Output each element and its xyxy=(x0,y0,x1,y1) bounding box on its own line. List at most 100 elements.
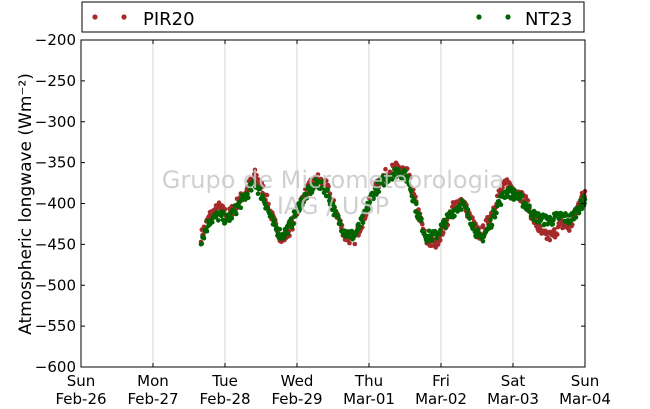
data-point-nt23 xyxy=(367,199,373,205)
data-point-nt23 xyxy=(245,191,250,197)
data-point-nt23 xyxy=(396,167,401,172)
x-tick-label-date: Feb-28 xyxy=(199,390,250,408)
x-tick-label-day: Wed xyxy=(281,372,314,390)
data-point-nt23 xyxy=(528,210,533,215)
data-point-nt23 xyxy=(465,207,471,212)
legend-label-nt23: NT23 xyxy=(525,9,572,30)
data-point-nt23 xyxy=(326,193,331,199)
data-point-nt23 xyxy=(346,234,352,239)
x-tick-label-day: Tue xyxy=(211,372,238,390)
data-point-nt23 xyxy=(494,210,499,216)
data-point-nt23 xyxy=(219,213,224,219)
data-point-pir20 xyxy=(552,227,557,232)
data-point-pir20 xyxy=(315,172,321,177)
data-point-nt23 xyxy=(291,221,296,227)
data-point-nt23 xyxy=(438,227,443,233)
data-point-nt23 xyxy=(204,228,210,234)
data-point-pir20 xyxy=(347,240,352,246)
watermark-line-2: IAG / USP xyxy=(277,192,389,220)
data-point-nt23 xyxy=(337,218,343,223)
data-point-nt23 xyxy=(252,180,257,185)
data-point-nt23 xyxy=(338,222,343,227)
data-point-pir20 xyxy=(557,222,562,227)
legend-marker-nt23 xyxy=(476,14,482,20)
y-axis-label: Atmospheric longwave (Wm⁻²) xyxy=(16,73,36,335)
data-point-pir20 xyxy=(264,192,270,198)
data-point-nt23 xyxy=(270,214,275,220)
data-point-nt23 xyxy=(498,202,504,207)
data-point-pir20 xyxy=(254,172,259,178)
data-point-nt23 xyxy=(349,228,355,234)
data-points xyxy=(198,160,588,250)
x-tick-label-day: Sun xyxy=(571,372,600,390)
data-point-nt23 xyxy=(325,187,331,192)
data-point-nt23 xyxy=(366,206,371,212)
data-point-nt23 xyxy=(293,214,298,219)
x-tick-label-date: Feb-26 xyxy=(55,390,106,408)
data-point-nt23 xyxy=(201,235,207,241)
legend-marker-pir20 xyxy=(92,14,98,20)
y-tick-label: −350 xyxy=(35,154,76,172)
x-tick-label-date: Feb-29 xyxy=(271,390,322,408)
data-point-nt23 xyxy=(360,220,366,226)
y-tick-label: −450 xyxy=(35,235,76,253)
x-tick-label-date: Mar-02 xyxy=(415,390,467,408)
data-point-nt23 xyxy=(378,180,384,185)
y-tick-label: −500 xyxy=(35,276,76,294)
y-tick-label: −400 xyxy=(35,195,76,213)
data-point-nt23 xyxy=(238,205,244,210)
data-point-nt23 xyxy=(426,228,432,234)
data-point-nt23 xyxy=(246,195,251,200)
data-point-nt23 xyxy=(276,231,281,236)
y-tick-label: −550 xyxy=(35,317,76,335)
data-point-pir20 xyxy=(500,185,505,191)
data-point-nt23 xyxy=(452,213,457,219)
legend-entry-pir20: PIR20 xyxy=(92,9,195,30)
data-point-nt23 xyxy=(495,203,500,209)
x-tick-label-day: Sat xyxy=(501,372,526,390)
data-point-pir20 xyxy=(441,230,446,235)
data-point-nt23 xyxy=(258,186,263,191)
data-point-nt23 xyxy=(249,188,254,193)
data-point-nt23 xyxy=(531,217,536,223)
x-tick-label-date: Mar-01 xyxy=(343,390,395,408)
y-tick-label: −250 xyxy=(35,72,76,90)
data-point-nt23 xyxy=(512,187,517,193)
data-point-pir20 xyxy=(480,223,486,228)
data-point-nt23 xyxy=(265,205,271,211)
data-point-pir20 xyxy=(537,224,543,229)
data-point-pir20 xyxy=(383,166,388,172)
data-point-pir20 xyxy=(438,238,443,243)
data-point-nt23 xyxy=(277,226,283,232)
data-point-nt23 xyxy=(332,204,337,210)
y-tick-label: −200 xyxy=(35,31,76,49)
data-point-nt23 xyxy=(429,238,435,243)
data-point-nt23 xyxy=(376,189,382,194)
watermark-line-1: Grupo de Micrometeorologia xyxy=(162,166,504,194)
x-tick-label-date: Mar-03 xyxy=(487,390,539,408)
data-point-nt23 xyxy=(234,211,239,217)
data-point-pir20 xyxy=(352,241,358,247)
data-point-nt23 xyxy=(285,231,291,236)
data-point-nt23 xyxy=(408,188,414,194)
data-point-pir20 xyxy=(547,237,553,243)
legend-box xyxy=(81,1,585,33)
data-point-nt23 xyxy=(199,241,205,246)
y-axis: −600 −550 −500 −450 −400 −350 −300 −250 −200 xyxy=(35,31,585,376)
data-point-nt23 xyxy=(470,226,475,231)
legend-label-pir20: PIR20 xyxy=(143,9,195,30)
data-point-pir20 xyxy=(252,167,258,173)
x-tick-label-day: Fri xyxy=(432,372,450,390)
x-tick-label-day: Thu xyxy=(354,372,383,390)
data-point-nt23 xyxy=(221,209,226,215)
data-point-nt23 xyxy=(550,221,556,227)
data-point-pir20 xyxy=(255,177,261,182)
data-point-nt23 xyxy=(437,231,442,237)
data-point-nt23 xyxy=(434,235,439,241)
data-point-nt23 xyxy=(229,216,235,221)
data-point-nt23 xyxy=(304,195,310,201)
data-point-nt23 xyxy=(527,203,532,208)
data-point-nt23 xyxy=(419,216,424,222)
data-point-nt23 xyxy=(357,224,363,230)
